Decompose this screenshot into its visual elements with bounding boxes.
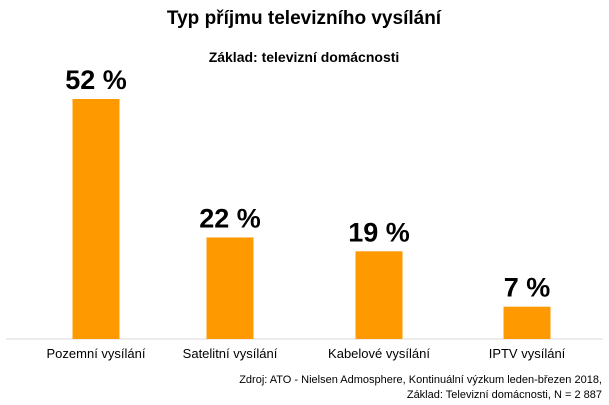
bar-2	[206, 237, 254, 339]
source-note-line-1: Zdroj: ATO - Nielsen Admosphere, Kontinu…	[239, 374, 602, 386]
category-label-1: Pozemní vysílání	[47, 346, 146, 361]
chart-title: Typ příjmu televizního vysílání	[167, 8, 442, 29]
category-label-4: IPTV vysílání	[489, 346, 566, 361]
bar-3	[355, 251, 403, 339]
value-labels: 52 % 22 % 19 % 7 %	[65, 65, 550, 303]
value-label-3: 19 %	[348, 217, 410, 247]
bar-1	[72, 99, 120, 339]
chart-subtitle: Základ: televizní domácnosti	[209, 49, 400, 65]
category-label-2: Satelitní vysílání	[183, 346, 278, 361]
category-label-3: Kabelové vysílání	[328, 346, 430, 361]
bar-4	[503, 306, 551, 339]
value-label-4: 7 %	[504, 273, 551, 303]
source-note-line-2: Základ: Televizní domácnosti, N = 2 887	[407, 389, 602, 401]
value-label-1: 52 %	[65, 65, 127, 95]
category-labels: Pozemní vysílání Satelitní vysílání Kabelo…	[47, 346, 566, 361]
value-label-2: 22 %	[199, 203, 261, 233]
bar-series	[72, 99, 551, 339]
